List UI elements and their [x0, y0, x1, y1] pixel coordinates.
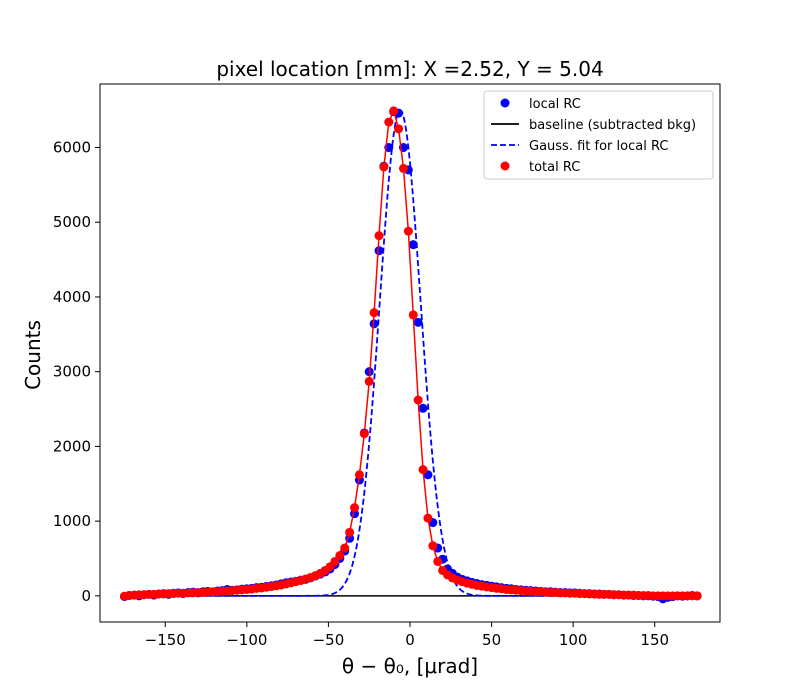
chart-title: pixel location [mm]: X =2.52, Y = 5.04 [216, 57, 603, 81]
legend: local RC baseline (subtracted bkg) Gauss. … [483, 90, 714, 180]
total-rc-line [124, 108, 698, 597]
gauss-fit-curve [124, 109, 698, 597]
total-rc-point [428, 541, 438, 551]
total-rc-point [384, 117, 394, 127]
x-tick-label: 50 [482, 631, 501, 649]
local-rc-point [369, 319, 379, 329]
x-tick-label: 100 [559, 631, 588, 649]
y-tick-label: 5000 [53, 213, 91, 231]
legend-label: baseline (subtracted bkg) [529, 118, 696, 133]
x-tick-label: −50 [313, 631, 345, 649]
legend-label: Gauss. fit for local RC [529, 139, 668, 154]
y-axis-label: Counts [21, 320, 45, 390]
x-tick-label: −100 [226, 631, 267, 649]
total-rc-point [330, 556, 340, 566]
total-rc-point [389, 106, 399, 116]
y-tick-label: 4000 [53, 288, 91, 306]
x-axis-ticks: −150 −100 −50 0 50 100 150 [145, 622, 669, 649]
total-rc-point [433, 556, 443, 566]
total-rc-point [423, 513, 433, 523]
legend-marker [500, 98, 510, 108]
total-rc-point [374, 231, 384, 241]
total-rc-point [398, 163, 408, 173]
total-rc-point [394, 124, 404, 134]
total-rc-point [364, 376, 374, 386]
y-axis-ticks: 0 1000 2000 3000 4000 5000 6000 [53, 139, 100, 605]
y-tick-label: 1000 [53, 512, 91, 530]
legend-marker [500, 161, 510, 171]
total-rc-point [379, 162, 389, 172]
legend-label: local RC [529, 97, 581, 112]
local-rc-point [408, 240, 418, 250]
total-rc-point [340, 543, 350, 553]
total-rc-point [345, 527, 355, 537]
y-tick-label: 3000 [53, 363, 91, 381]
local-rc-point [374, 246, 384, 256]
plot-area [119, 106, 702, 604]
total-rc-point [335, 550, 345, 560]
total-rc-point [692, 591, 702, 601]
total-rc-point [350, 503, 360, 513]
total-rc-point [418, 465, 428, 475]
x-tick-label: 150 [640, 631, 669, 649]
total-rc-point [359, 429, 369, 439]
legend-box [483, 90, 714, 180]
total-rc-point [408, 310, 418, 320]
legend-label: total RC [529, 160, 580, 175]
total-rc-point [354, 470, 364, 480]
y-tick-label: 0 [81, 587, 91, 605]
y-tick-label: 6000 [53, 139, 91, 157]
x-tick-label: 0 [405, 631, 415, 649]
local-rc-point [413, 317, 423, 327]
y-tick-label: 2000 [53, 437, 91, 455]
x-tick-label: −150 [145, 631, 186, 649]
total-rc-point [403, 226, 413, 236]
x-axis-label: θ − θ₀, [μrad] [342, 654, 478, 678]
local-rc-point [418, 403, 428, 413]
total-rc-point [369, 308, 379, 318]
total-rc-point [413, 395, 423, 405]
